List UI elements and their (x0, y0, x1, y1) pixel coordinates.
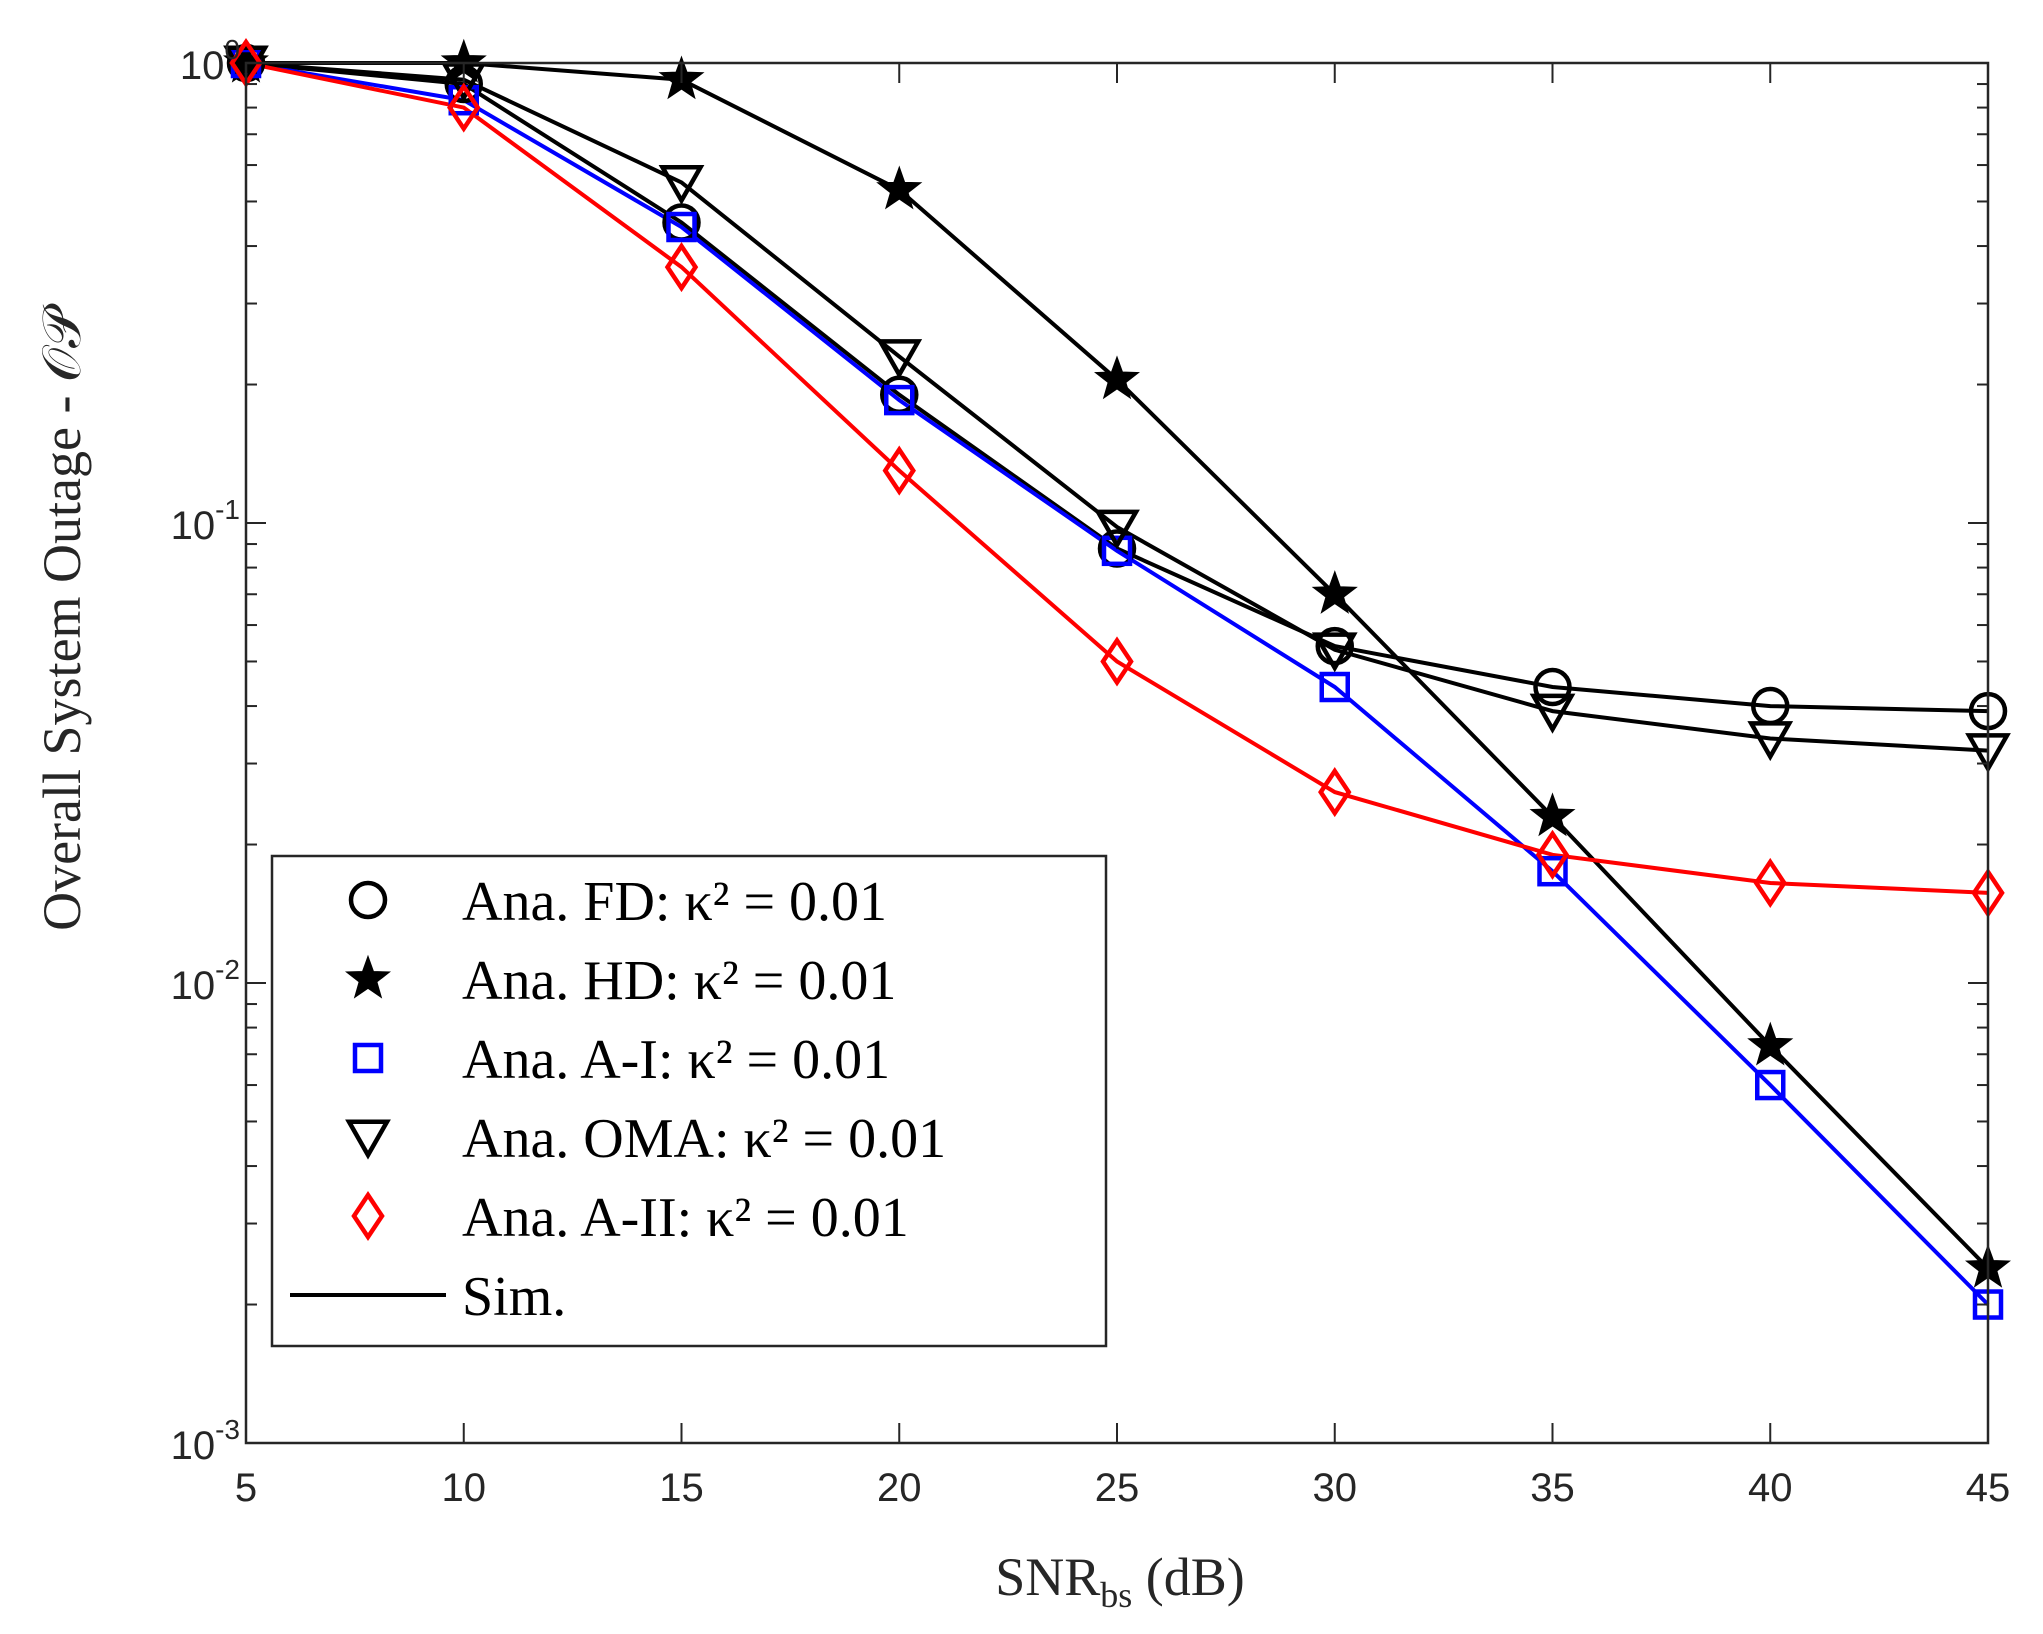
data-point-a-ii (1100, 636, 1134, 687)
axes-layer: 100 10-1 10-2 10-35 10 15 20 25 30 35 40 45 (171, 34, 2011, 1510)
series-line-a-ii (245, 61, 1989, 895)
legend-label-sim: Sim. (462, 1266, 566, 1328)
x-tick-label: 15 (659, 1466, 704, 1510)
y-tick-label: 10-3 (171, 1414, 240, 1468)
legend-label-oma: Ana. OMA: κ² = 0.01 (462, 1108, 946, 1170)
x-tick-label: 20 (877, 1466, 922, 1510)
data-point-oma (1747, 721, 1794, 762)
data-point-a-i (666, 211, 697, 243)
data-point-oma (658, 164, 705, 206)
legend: Ana. FD: κ² = 0.01 Ana. HD: κ² = 0.01 Ana.… (270, 854, 1108, 1348)
data-point-a-ii (1535, 829, 1570, 880)
legend-box (270, 854, 1108, 1348)
x-tick-label: 25 (1095, 1466, 1140, 1510)
data-point-a-ii (882, 445, 916, 496)
legend-label-a-ii: Ana. A-II: κ² = 0.01 (462, 1187, 909, 1249)
data-point-a-ii (1753, 857, 1787, 909)
y-axis-label: Overall System Outage - 𝒪𝒫 (32, 303, 92, 931)
x-axis-label: SNRbs (dB) (995, 1547, 1245, 1615)
x-tick-label: 10 (442, 1466, 487, 1510)
data-point-hd (876, 165, 923, 210)
legend-marker-hd (345, 954, 391, 999)
series-line-oma (245, 61, 1989, 753)
legend-label-a-i: Ana. A-I: κ² = 0.01 (462, 1029, 890, 1091)
y-tick-label: 100 (180, 34, 240, 88)
x-tick-label: 35 (1530, 1466, 1575, 1510)
data-point-a-ii (664, 242, 699, 293)
legend-label-fd: Ana. FD: κ² = 0.01 (462, 871, 887, 933)
data-point-oma (876, 339, 923, 380)
data-point-oma (1094, 509, 1140, 550)
data-point-oma (1311, 632, 1358, 673)
legend-marker-a-ii (351, 1190, 385, 1242)
data-point-a-i (1101, 535, 1133, 567)
legend-marker-oma (345, 1119, 391, 1160)
data-point-fd (1315, 626, 1354, 666)
data-point-a-i (884, 384, 915, 416)
legend-marker-fd (348, 880, 388, 920)
x-tick-label: 40 (1748, 1466, 1793, 1510)
legend-label-hd: Ana. HD: κ² = 0.01 (462, 950, 896, 1012)
data-point-a-i (1755, 1069, 1786, 1101)
axes-frame (244, 61, 1990, 1445)
data-point-a-i (1319, 671, 1350, 703)
data-point-fd (1533, 667, 1572, 707)
data-point-a-i (1537, 855, 1568, 887)
data-point-hd (1094, 355, 1140, 400)
data-point-hd (1529, 792, 1576, 837)
data-point-hd (1747, 1021, 1794, 1066)
x-tick-label: 45 (1966, 1466, 2011, 1510)
legend-marker-a-i (352, 1042, 384, 1074)
y-tick-label: 10-1 (171, 494, 240, 548)
data-point-oma (1529, 693, 1576, 734)
data-point-oma (223, 45, 269, 86)
data-point-a-ii (1318, 767, 1352, 818)
data-point-a-ii (447, 82, 481, 133)
data-point-hd (1311, 570, 1358, 614)
y-tick-label: 10-2 (171, 954, 240, 1008)
x-tick-label: 30 (1313, 1466, 1358, 1510)
x-tick-label: 5 (235, 1466, 257, 1510)
series-line-a-i (245, 61, 1990, 1306)
